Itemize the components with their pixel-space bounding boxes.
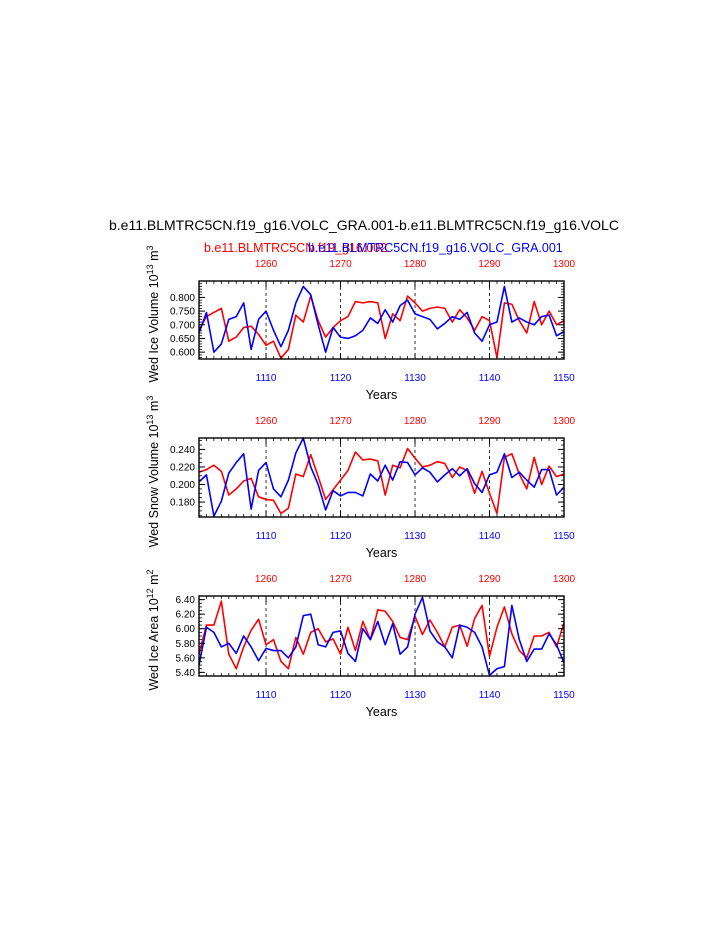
x-top-tick-label: 1280 [404,574,427,585]
x-top-tick-label: 1300 [553,574,576,585]
y-axis-title-unit-exp: 2 [145,569,155,574]
y-tick-label: 6.20 [176,610,196,621]
series-title-red: b.e11.BLMTRC5CN.f19_g16.002 [204,241,387,255]
y-tick-label: 0.650 [170,334,195,345]
x-top-tick-label: 1290 [478,416,501,427]
x-top-tick-label: 1260 [255,259,278,270]
x-bottom-tick-label: 1110 [256,531,277,542]
x-top-tick-label: 1280 [404,416,427,427]
x-bottom-tick-label: 1150 [553,690,575,701]
x-top-tick-label: 1270 [329,416,352,427]
plot-frame [198,437,565,518]
x-bottom-tick-label: 1110 [256,690,277,701]
x-axis-title: Years [366,546,398,560]
series-line-red [198,447,565,515]
plot-frame [198,595,565,677]
y-axis-title-exp: 13 [145,264,155,274]
chart-panel-1: 0.600 0.650 0.700 0.750 0.800 1110 1120 1130 114… [145,245,576,402]
x-axis-title: Years [366,388,398,402]
y-axis-title-unit-exp: 3 [145,396,155,401]
series-line-blue [198,437,565,517]
x-top-tick-label: 1260 [255,574,278,585]
panels: 0.600 0.650 0.700 0.750 0.800 1110 1120 1130 114… [145,245,576,719]
y-tick-label: 5.80 [176,639,196,650]
y-axis-title-text: Wed Snow Volume 10 [147,425,161,548]
y-tick-label: 0.180 [170,498,195,509]
y-axis-title-unit: m [147,401,161,415]
y-axis-title-text: Wed Ice Volume 10 [147,274,161,382]
x-bottom-tick-label: 1130 [404,373,426,384]
y-tick-label: 0.240 [170,445,195,456]
x-top-tick-label: 1290 [478,574,501,585]
y-tick-label: 6.00 [176,624,196,635]
figure-title: b.e11.BLMTRC5CN.f19_g16.VOLC_GRA.001-b.e… [109,217,619,233]
x-bottom-tick-label: 1110 [256,373,277,384]
y-axis-title-unit: m [147,574,161,588]
x-top-tick-label: 1280 [404,259,427,270]
x-bottom-tick-label: 1120 [330,690,352,701]
x-bottom-tick-label: 1150 [553,373,575,384]
x-top-tick-label: 1300 [553,416,576,427]
x-bottom-tick-label: 1130 [404,690,426,701]
y-axis-title-text: Wed Ice Area 10 [147,598,161,690]
y-tick-label: 5.60 [176,653,196,664]
x-bottom-tick-label: 1150 [553,531,575,542]
chart-panel-2: 0.180 0.200 0.220 0.240 1110 1120 1130 1140 1150… [145,396,576,560]
x-bottom-tick-label: 1120 [330,531,352,542]
y-tick-label: 0.750 [170,307,195,318]
y-axis-title-exp: 12 [145,588,155,598]
y-axis-title: Wed Snow Volume 1013 m3 [145,396,161,548]
y-tick-label: 0.700 [170,320,195,331]
series-line-red [198,600,565,670]
y-axis-title-exp: 13 [145,415,155,425]
x-top-tick-label: 1260 [255,416,278,427]
series-line-blue [198,285,565,353]
y-axis-title: Wed Ice Area 1012 m2 [145,569,161,690]
y-tick-label: 0.600 [170,348,195,359]
x-axis-title: Years [366,705,398,719]
y-tick-label: 5.40 [176,668,196,679]
series-title-blue: b.e11.BLMTRC5CN.f19_g16.VOLC_GRA.001 [308,241,563,255]
chart-panel-3: 5.40 5.60 5.80 6.00 6.20 6.40 1110 1120 1130 1140… [145,569,576,719]
x-top-tick-label: 1270 [329,259,352,270]
x-bottom-tick-label: 1140 [479,373,501,384]
y-tick-label: 0.220 [170,462,195,473]
x-top-tick-label: 1300 [553,259,576,270]
series-line-blue [198,596,565,677]
y-axis-title-unit-exp: 3 [145,245,155,250]
plot-frame [198,280,565,360]
series-line-red [198,295,565,359]
x-bottom-tick-label: 1120 [330,373,352,384]
y-axis-title: Wed Ice Volume 1013 m3 [145,245,161,382]
x-top-tick-label: 1270 [329,574,352,585]
y-tick-label: 0.800 [170,293,195,304]
x-bottom-tick-label: 1140 [479,690,501,701]
y-tick-label: 6.40 [176,595,196,606]
y-axis-title-unit: m [147,250,161,264]
x-top-tick-label: 1290 [478,259,501,270]
y-tick-label: 0.200 [170,480,195,491]
x-bottom-tick-label: 1140 [479,531,501,542]
x-bottom-tick-label: 1130 [404,531,426,542]
